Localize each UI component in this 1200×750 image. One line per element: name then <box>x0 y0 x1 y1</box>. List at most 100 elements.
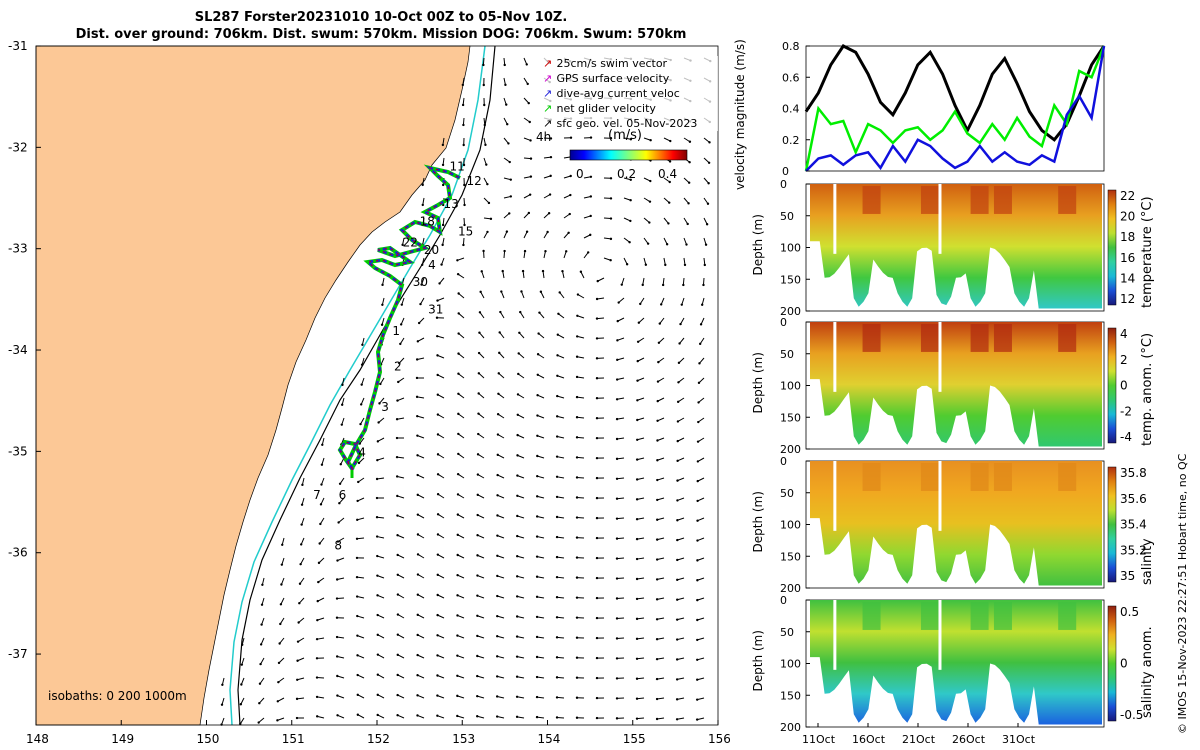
panel-4-ytick-2: 100 <box>780 519 801 532</box>
panel-2-cbar-tick-5: 12 <box>1120 292 1135 306</box>
heatmap-patch-4-0 <box>862 463 881 491</box>
map-ytick-1: -32 <box>8 140 28 154</box>
panel-2-cbar-tick-3: 16 <box>1120 251 1135 265</box>
panel-3-ytick-3: 150 <box>780 411 801 424</box>
heatmap-field-3 <box>810 322 1102 447</box>
panel-4-ytick-4: 200 <box>780 582 801 595</box>
panel-xtick-0: 11Oct <box>802 733 836 746</box>
map-xtick-4: 152 <box>367 732 390 746</box>
panel-3-ytick-1: 50 <box>780 348 794 361</box>
heatmap-patch-4-2 <box>970 463 989 491</box>
panel-2-cbar-tick-0: 22 <box>1120 189 1135 203</box>
panel-5-cbar-tick-1: 0 <box>1120 657 1128 671</box>
chart-subtitle: Dist. over ground: 706km. Dist. swum: 57… <box>75 27 687 42</box>
panel-2-cbar-tick-2: 18 <box>1120 230 1135 244</box>
map-ytick-3: -34 <box>8 343 28 357</box>
heatmap-patch-4-1 <box>920 463 939 491</box>
panel-5-ylabel: Depth (m) <box>751 630 765 691</box>
velocity-ytick-0: 0 <box>782 165 789 178</box>
temp-anom-cbar-label: temp. anom. (°C) <box>1140 332 1155 446</box>
panel-5-ytick-1: 50 <box>780 626 794 639</box>
panel-3-cbar-tick-2: 0 <box>1120 379 1128 393</box>
panel-4-cbar-tick-3: 35.2 <box>1120 543 1147 557</box>
temperature-cbar-label: temperature (°C) <box>1140 196 1155 308</box>
panel-4-cbar-tick-0: 35.8 <box>1120 466 1147 480</box>
map-xtick-0: 148 <box>26 732 49 746</box>
panel-5-cbar-tick-0: 0.5 <box>1120 605 1139 619</box>
map-xtick-8: 156 <box>708 732 730 746</box>
panel-2-ytick-2: 100 <box>780 242 801 255</box>
heatmap-patch-5-0 <box>862 602 881 630</box>
panel-5-ytick-0: 0 <box>780 594 787 607</box>
track-label-2: 13 <box>443 197 458 211</box>
track-label-0: 11 <box>449 160 464 174</box>
track-label-1: 12 <box>467 174 482 188</box>
track-label-14: 7 <box>313 488 321 502</box>
legend-item-swim: ↗ 25cm/s swim vector <box>543 57 668 70</box>
panel-3-cbar-tick-3: -2 <box>1120 404 1132 418</box>
heatmap-gap-4-1 <box>938 461 942 531</box>
legend-item-net: ↗ net glider velocity <box>543 102 656 115</box>
heatmap-patch-5-3 <box>993 602 1012 630</box>
legend-item-gps: ↗ GPS surface velocity <box>543 72 670 85</box>
panel-2-ytick-4: 200 <box>780 305 801 318</box>
track-label-9: 31 <box>428 303 443 317</box>
panel-2-ytick-3: 150 <box>780 273 801 286</box>
heatmap-patch-2-3 <box>993 186 1012 214</box>
heatmap-gap-4-0 <box>833 461 837 531</box>
panel-3-colorbar <box>1107 327 1117 444</box>
heatmap-patch-3-4 <box>1058 324 1077 352</box>
map-ytick-5: -36 <box>8 546 28 560</box>
heatmap-patch-2-2 <box>970 186 989 214</box>
map-xtick-7: 155 <box>623 732 646 746</box>
map-ytick-4: -35 <box>8 444 28 458</box>
map-colorbar <box>569 149 688 161</box>
panel-3-ylabel: Depth (m) <box>751 352 765 413</box>
heatmap-patch-5-4 <box>1058 602 1077 630</box>
velocity-ytick-1: 0.2 <box>782 134 800 147</box>
heatmap-gap-2-1 <box>938 184 942 254</box>
chart-title: SL287 Forster20231010 10-Oct 00Z to 05-N… <box>194 10 568 25</box>
velocity-ytick-3: 0.6 <box>782 71 800 84</box>
red-arrow-icon: ↗ <box>543 57 553 70</box>
heatmap-patch-3-2 <box>970 324 989 352</box>
legend-item-geo: ↗ sfc geo. vel. 05-Nov-2023 <box>543 117 698 130</box>
panel-4-ylabel: Depth (m) <box>751 491 765 552</box>
salinity-cbar-label: salinity <box>1140 538 1155 585</box>
heatmap-patch-4-4 <box>1058 463 1077 491</box>
panel-5-colorbar <box>1107 605 1117 722</box>
legend-4h: 4h <box>536 130 552 144</box>
heatmap-patch-3-0 <box>862 324 881 352</box>
panel-4-ytick-1: 50 <box>780 487 794 500</box>
black-arrow-icon: ↗ <box>543 117 553 130</box>
isobaths-label: isobaths: 0 200 1000m <box>48 689 187 703</box>
heatmap-patch-2-0 <box>862 186 881 214</box>
heatmap-patch-2-4 <box>1058 186 1077 214</box>
map-xtick-1: 149 <box>111 732 134 746</box>
track-label-7: 4 <box>428 258 436 272</box>
panel-2-ytick-1: 50 <box>780 210 794 223</box>
heatmap-gap-2-0 <box>833 184 837 254</box>
panel-5-cbar-tick-2: -0.5 <box>1120 708 1143 722</box>
track-label-12: 3 <box>381 400 389 414</box>
legend-item-dive: ↗ dive-avg current veloc <box>543 87 680 100</box>
heatmap-patch-5-2 <box>970 602 989 630</box>
track-swim <box>339 167 461 471</box>
panel-2-ytick-0: 0 <box>780 178 787 191</box>
track-label-6: 20 <box>424 243 439 257</box>
panel-3-ytick-0: 0 <box>780 316 787 329</box>
heatmap-field-5 <box>810 600 1102 725</box>
colorbar-tick-0: 0 <box>576 167 584 181</box>
heatmap-patch-5-1 <box>920 602 939 630</box>
panel-3-cbar-tick-0: 4 <box>1120 327 1128 341</box>
map-xtick-3: 151 <box>282 732 305 746</box>
map-ytick-6: -37 <box>8 647 28 661</box>
velocity-ytick-4: 0.8 <box>782 40 800 53</box>
panel-2-cbar-tick-4: 14 <box>1120 271 1135 285</box>
panel-xtick-2: 21Oct <box>902 733 936 746</box>
panel-xtick-4: 31Oct <box>1002 733 1036 746</box>
panel-4-cbar-tick-4: 35 <box>1120 569 1135 583</box>
map-ytick-2: -33 <box>8 242 28 256</box>
heatmap-patch-3-3 <box>993 324 1012 352</box>
